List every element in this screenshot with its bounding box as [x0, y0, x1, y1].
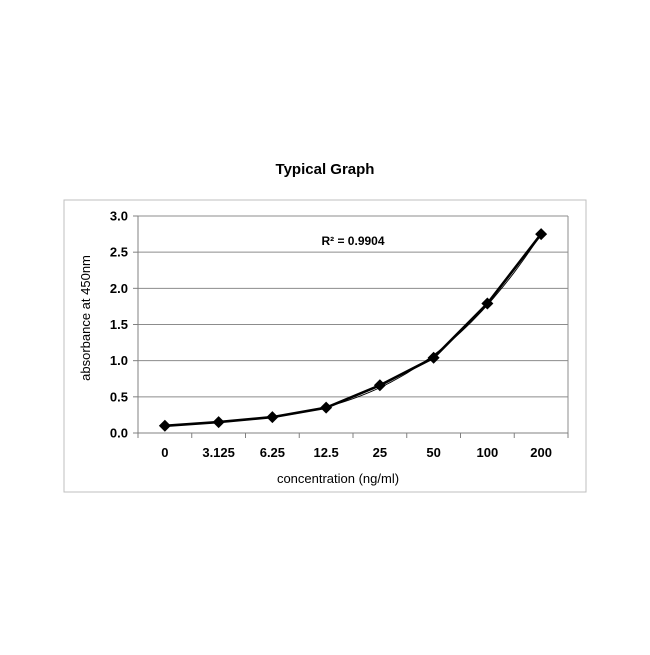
axes	[133, 215, 569, 438]
y-tick-label: 3.0	[110, 209, 128, 224]
data-point-marker	[212, 416, 225, 429]
chart-title: Typical Graph	[276, 161, 375, 178]
y-tick-label: 1.0	[110, 353, 128, 368]
data-point-marker	[320, 401, 333, 414]
data-point-marker	[266, 411, 279, 424]
x-tick-label: 12.5	[313, 445, 338, 460]
y-tick-label: 0.0	[110, 426, 128, 441]
x-tick-label: 6.25	[260, 445, 285, 460]
series-line	[164, 233, 543, 428]
y-tick-label: 2.0	[110, 281, 128, 296]
y-tick-label: 0.5	[110, 389, 128, 404]
data-series	[158, 228, 548, 432]
x-tick-label: 50	[426, 445, 440, 460]
x-tick-label: 200	[530, 445, 552, 460]
data-point-marker	[535, 228, 548, 241]
x-axis-title: concentration (ng/ml)	[277, 471, 399, 486]
r-squared-annotation: R² = 0.9904	[321, 234, 384, 248]
data-point-marker	[427, 351, 440, 364]
x-tick-label: 0	[161, 445, 168, 460]
chart-area-border	[63, 199, 587, 493]
x-tick-label: 100	[477, 445, 499, 460]
y-tick-label: 1.5	[110, 317, 128, 332]
gridlines	[138, 215, 569, 433]
data-point-marker	[373, 379, 386, 392]
tick-labels: 0.0 0.5 1.0 1.5 2.0 2.5 3.0 0 3.125 6.25 12.5 25 50 1…	[110, 209, 552, 461]
x-tick-label: 3.125	[202, 445, 235, 460]
y-tick-label: 2.5	[110, 245, 128, 260]
x-tick-label: 25	[373, 445, 387, 460]
data-point-marker	[158, 419, 171, 432]
y-axis-title: absorbance at 450nm	[78, 255, 93, 381]
data-point-marker	[481, 297, 494, 310]
